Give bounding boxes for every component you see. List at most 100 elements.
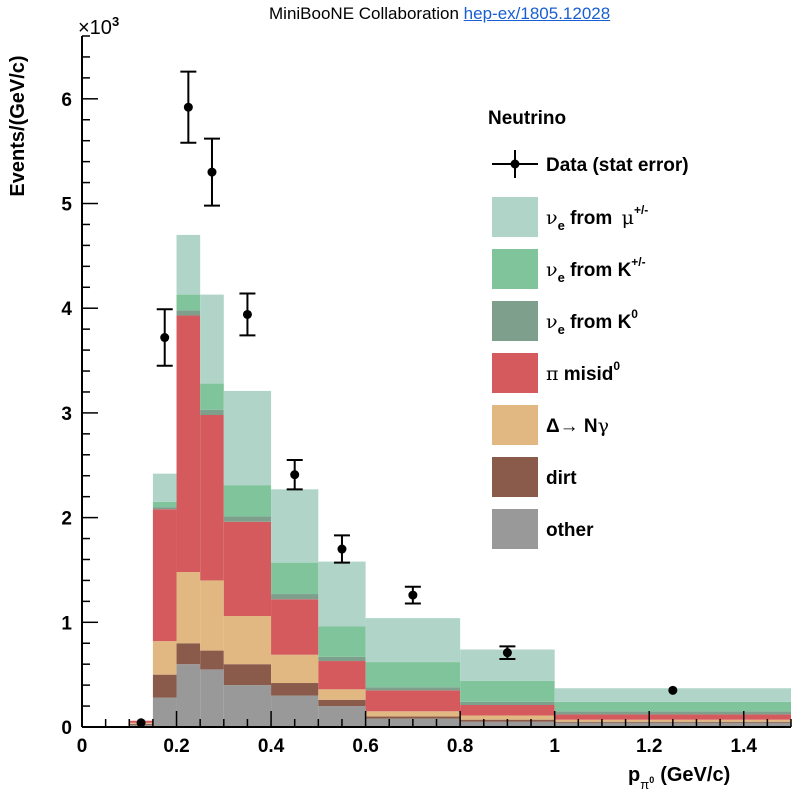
data-point	[337, 544, 347, 554]
data-point	[160, 333, 170, 343]
legend-title: Neutrino	[488, 108, 566, 129]
legend-name: other	[546, 520, 594, 541]
legend-greek2: μ	[622, 207, 634, 229]
data-point	[183, 102, 193, 112]
legend-swatch-other	[492, 509, 538, 549]
legend-swatch-k0	[492, 301, 538, 341]
data-point	[136, 718, 146, 728]
x-tick-label: 0	[77, 736, 88, 757]
bar-k0-6	[318, 656, 366, 662]
bar-kpm-1	[152, 501, 177, 508]
y-tick-label: 2	[61, 509, 72, 530]
legend-greek: γ	[598, 415, 609, 437]
bar-kpm-8	[460, 680, 555, 702]
y-axis-label: Events/(GeV/c)	[7, 55, 29, 196]
legend-label-pi0: π misid0	[546, 359, 620, 385]
legend-swatch-mupm	[492, 197, 538, 237]
bar-kpm-6	[318, 626, 366, 657]
bar-other-2	[176, 664, 201, 727]
legend-name-post: from	[565, 208, 618, 229]
data-point	[408, 590, 418, 600]
bar-pi0-9	[554, 714, 791, 720]
bar-pi0-3	[200, 415, 224, 581]
credit-text: MiniBooNE Collaboration	[269, 4, 459, 23]
bar-pi0-4	[223, 521, 272, 617]
y-multiplier-exponent: 3	[112, 14, 119, 29]
data-point	[668, 685, 678, 695]
legend-sup: +/-	[634, 203, 648, 217]
bar-delta-6	[318, 689, 366, 700]
legend-label-k0: νe from K0	[546, 307, 638, 337]
legend-swatch-pi0	[492, 353, 538, 393]
legend-name: dirt	[546, 468, 577, 489]
bar-dirt-2	[176, 643, 201, 665]
data-point	[242, 309, 252, 319]
x-label-main: p	[628, 764, 640, 786]
x-tick-label: 1.4	[731, 736, 758, 757]
bar-kpm-2	[176, 294, 201, 311]
legend-sub: e	[558, 322, 565, 337]
x-axis-label: pπ0 (GeV/c)	[628, 764, 730, 792]
x-tick-label: 0.4	[258, 736, 285, 757]
y-tick-label: 4	[61, 299, 72, 320]
bar-mupm-9	[554, 688, 791, 702]
legend-sup: +/-	[631, 255, 645, 269]
legend-sup: 0	[631, 307, 638, 321]
bar-pi0-5	[271, 599, 319, 655]
legend-greek: ν	[546, 207, 558, 229]
bar-pi0-1	[152, 509, 177, 642]
y-tick-label: 6	[61, 90, 72, 111]
bar-delta-4	[223, 616, 272, 665]
legend-sub: e	[558, 270, 565, 285]
bar-dirt-3	[200, 650, 224, 670]
y-multiplier: ×103	[78, 14, 119, 39]
bar-mupm-6	[318, 561, 366, 627]
legend-data-label: Data (stat error)	[546, 155, 689, 176]
bar-mupm-2	[176, 234, 201, 295]
credit-line: MiniBooNE Collaboration hep-ex/1805.1202…	[269, 4, 610, 24]
bar-mupm-3	[200, 294, 224, 384]
data-point	[290, 470, 300, 480]
bar-other-3	[200, 669, 224, 727]
x-tick-label: 0.2	[163, 736, 189, 757]
x-label-sup: 0	[649, 775, 654, 785]
legend-label-mupm: νe from μ+/-	[546, 203, 648, 233]
bar-k0-5	[271, 594, 319, 600]
legend-data-marker	[510, 159, 520, 169]
x-tick-label: 1	[549, 736, 560, 757]
legend-sup: 0	[613, 359, 620, 373]
legend-name-post: from K	[565, 260, 632, 281]
x-label-sub: π	[640, 777, 649, 792]
y-tick-label: 3	[61, 404, 72, 425]
bar-other-6	[318, 706, 366, 727]
arxiv-link[interactable]: hep-ex/1805.12028	[463, 4, 611, 23]
bar-pi0-2	[176, 315, 201, 573]
bar-kpm-4	[223, 485, 272, 517]
bar-kpm-5	[271, 562, 319, 595]
data-point	[502, 648, 512, 658]
data-point	[207, 167, 217, 177]
legend-greek: π	[546, 363, 559, 385]
bar-kpm-3	[200, 383, 224, 410]
bar-delta-1	[152, 641, 177, 675]
y-tick-label: 0	[61, 718, 72, 739]
bar-dirt-5	[271, 683, 319, 696]
y-tick-label: 5	[61, 195, 72, 216]
bar-k0-3	[200, 409, 224, 416]
x-tick-label: 0.6	[352, 736, 378, 757]
bar-delta-8	[460, 715, 555, 720]
legend-label-other: other	[546, 520, 594, 541]
y-tick-label: 1	[61, 613, 72, 634]
histogram-stack	[129, 234, 791, 727]
data-points	[136, 70, 678, 728]
x-label-unit: (GeV/c)	[660, 764, 730, 786]
legend-name-post: misid	[559, 364, 614, 385]
legend-swatch-kpm	[492, 249, 538, 289]
bar-pi0-8	[460, 705, 555, 716]
bar-mupm-7	[365, 618, 461, 663]
legend-greek: ν	[546, 311, 558, 333]
bar-delta-3	[200, 580, 224, 651]
bar-k0-2	[176, 310, 201, 316]
bar-dirt-7	[365, 716, 461, 719]
x-tick-label: 1.2	[636, 736, 662, 757]
